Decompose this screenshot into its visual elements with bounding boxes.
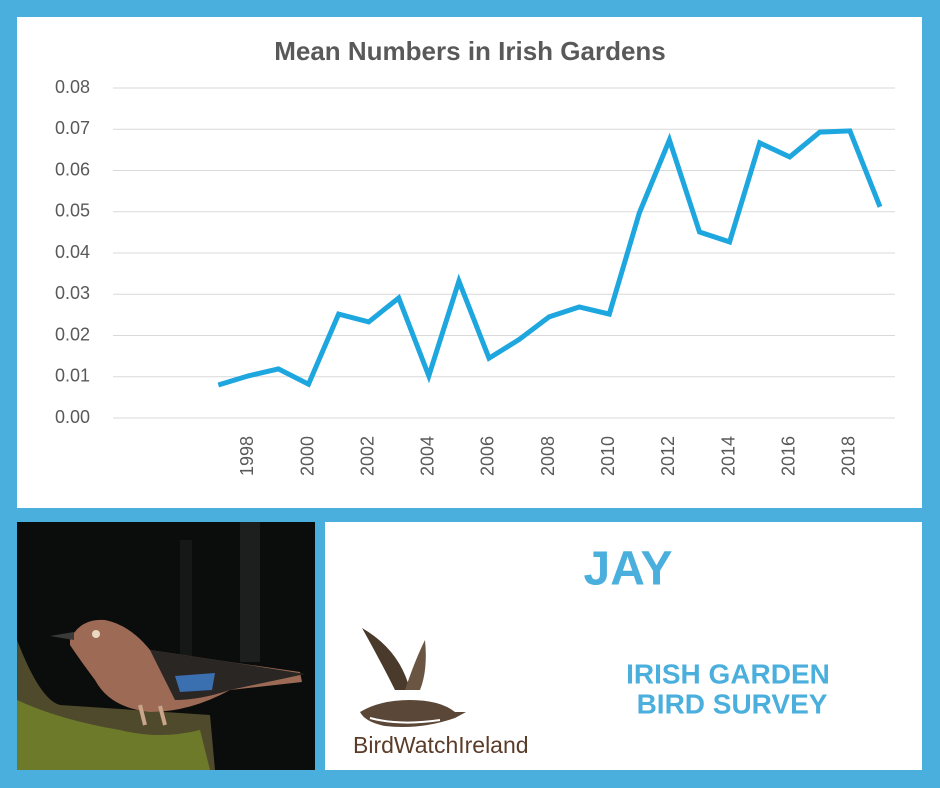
x-tick-label: 2002 <box>357 436 377 476</box>
y-tick-label: 0.06 <box>55 159 90 179</box>
x-tick-label: 2012 <box>658 436 678 476</box>
chart-title: Mean Numbers in Irish Gardens <box>274 36 666 66</box>
survey-line: IRISH GARDEN <box>626 658 830 689</box>
x-tick-label: 2016 <box>778 436 798 476</box>
x-tick-label: 2010 <box>598 436 618 476</box>
photo <box>17 522 315 770</box>
x-tick-label: 2018 <box>839 436 859 476</box>
y-tick-label: 0.03 <box>55 283 90 303</box>
y-tick-label: 0.05 <box>55 201 90 221</box>
y-tick-label: 0.08 <box>55 77 90 97</box>
y-tick-label: 0.02 <box>55 324 90 344</box>
x-tick-label: 2000 <box>297 436 317 476</box>
chart-panel <box>17 17 922 508</box>
y-tick-label: 0.01 <box>55 366 90 386</box>
species-name: JAY <box>584 543 673 596</box>
plot-area: 0.00 0.01 0.02 0.03 0.04 0.05 0.06 0.07 0.08 1998… <box>55 77 895 476</box>
logo-text: BirdWatchIreland <box>353 732 529 758</box>
y-tick-label: 0.00 <box>55 407 90 427</box>
logo-goose <box>360 628 466 727</box>
y-tick-label: 0.04 <box>55 242 90 262</box>
data-line <box>217 128 883 388</box>
x-tick-label: 2006 <box>478 436 498 476</box>
y-tick-label: 0.07 <box>55 118 90 138</box>
survey-line: BIRD SURVEY <box>637 688 828 719</box>
x-tick-label: 2004 <box>418 436 438 476</box>
x-tick-label: 2014 <box>718 436 738 476</box>
x-tick-label: 2008 <box>538 436 558 476</box>
x-tick-label: 1998 <box>237 436 257 476</box>
